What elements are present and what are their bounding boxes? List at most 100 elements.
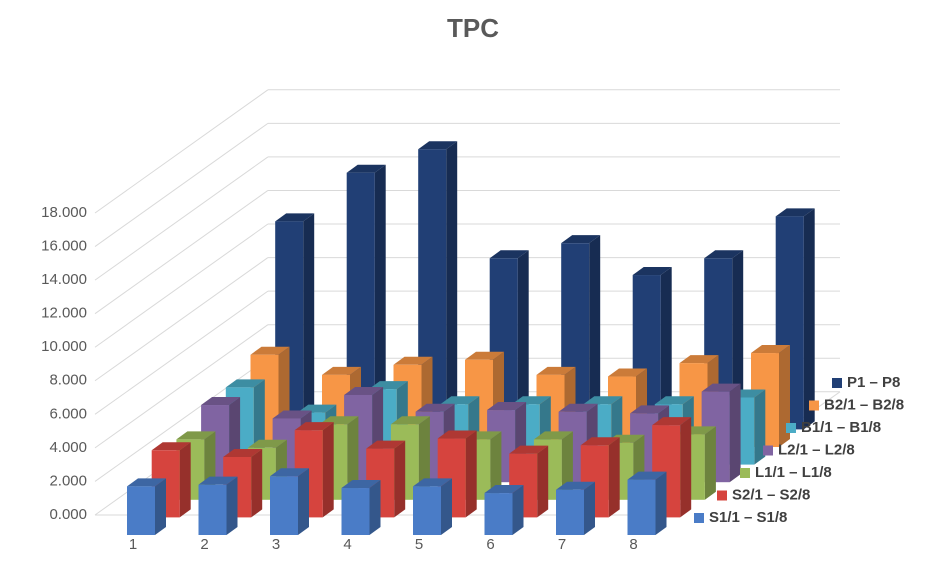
bar-front (627, 479, 656, 535)
bar-top (176, 431, 216, 440)
legend-label: B1/1 – B1/8 (801, 419, 881, 436)
bar-top (250, 346, 290, 355)
bar-top (415, 403, 455, 412)
bar-side (465, 430, 477, 518)
bar-top (465, 351, 504, 360)
bar-front (413, 486, 441, 535)
x-tick-label: 2 (200, 536, 208, 553)
bar-top (509, 445, 549, 454)
x-tick-label: 3 (272, 536, 280, 553)
y-tick-label: 12.000 (41, 305, 87, 322)
bar-top (556, 481, 595, 490)
legend-label: L2/1 – L2/8 (778, 441, 855, 458)
bar-front (127, 486, 155, 535)
bar-side (226, 476, 238, 535)
bar-top (632, 267, 672, 276)
bar-top (580, 437, 620, 446)
x-tick-label: 1 (129, 536, 137, 553)
bar-top (346, 164, 386, 173)
bar-side (517, 250, 529, 430)
bar (484, 485, 524, 535)
y-tick-label: 0.000 (49, 506, 87, 523)
bar-top (561, 235, 601, 244)
bar-side (490, 431, 502, 500)
bar-top (533, 431, 573, 440)
legend-swatch (740, 468, 750, 478)
bar-front (556, 489, 584, 535)
bar-side (394, 440, 406, 518)
x-tick-label: 7 (558, 536, 566, 553)
bar-top (225, 379, 265, 388)
grid-line (94, 324, 269, 449)
bar-top (701, 383, 741, 392)
bar-side (369, 480, 381, 535)
bar-top (608, 368, 647, 377)
bar-side (729, 383, 741, 483)
legend-label: B2/1 – B2/8 (824, 396, 904, 413)
bar-top (583, 396, 623, 405)
bar-top (558, 403, 598, 412)
bar-side (608, 437, 620, 518)
grid-line (94, 89, 269, 214)
bar-side (584, 481, 595, 535)
y-tick-label: 14.000 (41, 271, 87, 288)
y-tick-label: 6.000 (49, 405, 87, 422)
bar (341, 480, 381, 535)
legend-swatch (717, 490, 727, 501)
bar-side (704, 426, 716, 500)
bar-front (270, 476, 298, 535)
x-tick-label: 4 (343, 536, 351, 553)
bar (627, 471, 667, 535)
bar-side (589, 235, 601, 430)
bar (413, 478, 452, 535)
bar-top (679, 355, 719, 364)
y-tick-label: 16.000 (41, 238, 87, 255)
bar-top (413, 478, 452, 487)
bar-side (298, 468, 309, 535)
bar-front (484, 493, 513, 535)
grid-line (94, 223, 269, 348)
chart-title: TPC (447, 13, 499, 43)
bar-top (366, 440, 406, 449)
bar-top (198, 476, 238, 485)
grid-line (94, 257, 269, 382)
bar-top (536, 366, 576, 375)
grid-line (94, 156, 269, 281)
y-tick-label: 4.000 (49, 439, 87, 456)
y-tick-label: 10.000 (41, 338, 87, 355)
bar-top (627, 471, 667, 480)
legend-label: P1 – P8 (847, 374, 900, 391)
x-tick-label: 8 (629, 536, 637, 553)
bar-top (127, 478, 166, 487)
y-tick-label: 2.000 (49, 472, 87, 489)
bar (127, 478, 166, 535)
grid-line (94, 122, 269, 247)
grid-line (94, 290, 269, 415)
bar-top (704, 250, 744, 259)
bar-top (654, 396, 694, 405)
bar-top (393, 356, 433, 365)
bar-front (341, 488, 370, 535)
bar-side (446, 141, 458, 430)
bar-top (294, 422, 334, 431)
bar (556, 481, 595, 535)
bar-top (440, 396, 480, 405)
bar-top (630, 405, 670, 414)
bar-side (347, 416, 359, 500)
bar-side (754, 389, 766, 465)
legend-swatch (694, 513, 704, 523)
bar-top (201, 397, 241, 406)
bar-top (275, 213, 315, 222)
bar-side (660, 267, 672, 430)
bar-side (655, 471, 667, 535)
grid-line (94, 190, 269, 315)
bar (270, 468, 309, 535)
bar-top (751, 345, 790, 354)
bar (198, 476, 238, 535)
bar-side (512, 485, 524, 535)
bar-top (223, 449, 263, 457)
grid-line (94, 357, 269, 482)
bar-top (775, 208, 815, 217)
bar-side (374, 164, 386, 430)
